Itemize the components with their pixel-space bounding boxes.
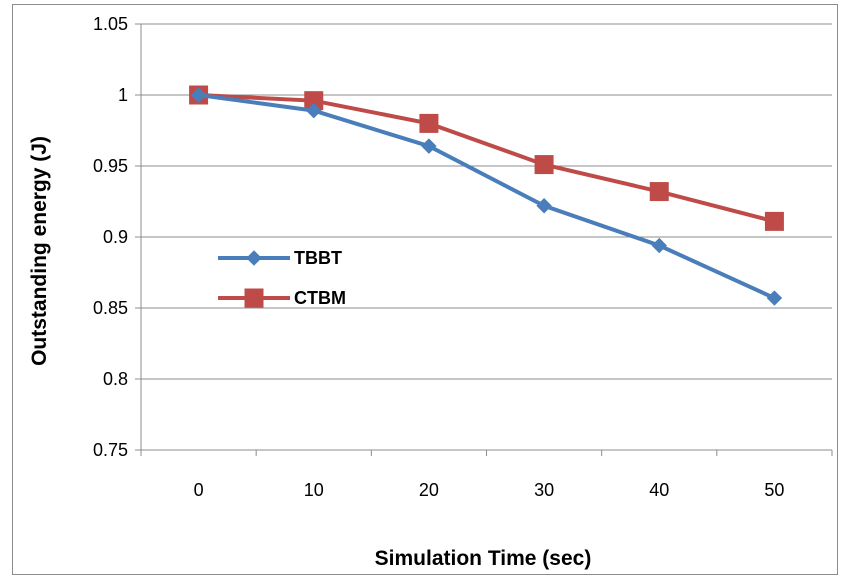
x-tick-label: 40	[649, 480, 669, 500]
data-point-ctbm	[649, 182, 669, 202]
data-point-tbbt	[421, 138, 437, 154]
x-tick-labels: 0 10 20 30 40 50	[194, 480, 785, 500]
legend-marker-ctbm	[244, 288, 264, 308]
data-point-ctbm	[304, 91, 324, 111]
chart-frame	[12, 4, 838, 575]
data-point-tbbt	[306, 102, 322, 119]
x-tick-label: 10	[304, 480, 324, 500]
legend-marker-tbbt	[246, 250, 262, 266]
y-tick-label: 0.75	[93, 440, 128, 460]
data-point-ctbm	[534, 155, 554, 175]
x-tick-label: 50	[764, 480, 784, 500]
y-tick-label: 1.05	[93, 14, 128, 34]
axes	[135, 23, 833, 456]
x-tick-label: 30	[534, 480, 554, 500]
data-point-ctbm	[419, 113, 439, 133]
data-point-tbbt	[651, 237, 667, 254]
y-tick-label: 0.95	[93, 156, 128, 176]
x-tick-label: 0	[194, 480, 204, 500]
grid-lines	[141, 23, 832, 380]
y-tick-label: 0.9	[103, 227, 128, 247]
y-tick-labels: 0.75 0.8 0.85 0.9 0.95 1 1.05	[93, 14, 128, 460]
data-point-ctbm	[764, 211, 784, 231]
x-tick-label: 20	[419, 480, 439, 500]
y-tick-label: 1	[118, 85, 128, 105]
data-point-tbbt	[536, 198, 552, 214]
data-point-tbbt	[766, 290, 783, 306]
series-layer	[189, 85, 784, 306]
y-axis-title: Outstanding energy (J)	[28, 136, 51, 366]
legend-label-tbbt: TBBT	[294, 248, 342, 268]
series-line-ctbm	[198, 93, 775, 224]
legend: TBBT CTBM	[218, 248, 346, 308]
legend-label-ctbm: CTBM	[294, 288, 346, 308]
series-line-tbbt	[198, 93, 776, 300]
x-axis-title: Simulation Time (sec)	[375, 547, 592, 570]
data-point-tbbt	[190, 87, 207, 103]
y-tick-label: 0.85	[93, 298, 128, 318]
y-tick-label: 0.8	[103, 369, 128, 389]
